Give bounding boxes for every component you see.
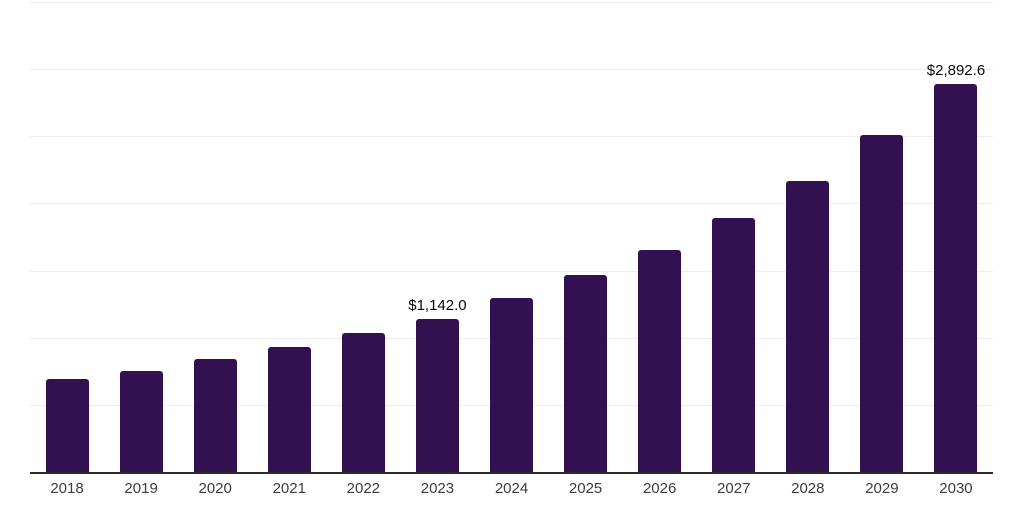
bar-2029	[860, 135, 904, 472]
bar-slot-2025	[549, 2, 623, 472]
bar-2020	[193, 359, 237, 472]
bar-slot-2019	[104, 2, 178, 472]
bar-2018	[45, 379, 89, 472]
bar-2026	[638, 250, 682, 472]
bar-slot-2028	[771, 2, 845, 472]
bar-slot-2021	[252, 2, 326, 472]
bar-slot-2026	[623, 2, 697, 472]
x-tick-label-2024: 2024	[494, 480, 529, 497]
bar-slot-2027	[697, 2, 771, 472]
plot-area: $1,142.0 $2,892.6	[30, 2, 993, 474]
bar-slot-2029	[845, 2, 919, 472]
x-tick-label-2018: 2018	[50, 480, 84, 497]
bar-slot-2024	[474, 2, 548, 472]
gridline	[30, 203, 993, 205]
gridline	[30, 2, 993, 3]
bar-2024	[490, 298, 533, 472]
x-tick-label-2025: 2025	[568, 480, 603, 497]
bars: $1,142.0 $2,892.6	[30, 2, 993, 472]
bar-2027	[712, 218, 756, 472]
bar-2019	[119, 370, 163, 472]
bar-2022	[341, 333, 385, 472]
bar-slot-2030: $2,892.6	[919, 2, 993, 472]
x-tick-label-2020: 2020	[198, 480, 232, 497]
x-tick-label-2029: 2029	[865, 480, 899, 497]
bar-slot-2020	[178, 2, 252, 472]
bar-2025	[564, 275, 608, 472]
bar-2023: $1,142.0	[408, 297, 467, 472]
x-tick-label-2022: 2022	[346, 480, 381, 497]
x-tick-label-2030: 2030	[939, 480, 973, 497]
data-label-2023: $1,142.0	[408, 296, 467, 314]
x-tick-label-2027: 2027	[717, 480, 751, 497]
x-tick-label-2026: 2026	[642, 480, 677, 497]
bar-2030: $2,892.6	[927, 62, 985, 472]
x-axis-labels: 2018 2019 2020 2021 2022 2023 2024 2025 2026 2027…	[30, 480, 993, 497]
gridline	[30, 136, 993, 138]
bar-2021	[267, 346, 311, 472]
gridline	[30, 270, 993, 272]
x-tick-label-2021: 2021	[272, 480, 306, 497]
x-tick-label-2023: 2023	[420, 480, 455, 497]
bar-slot-2023: $1,142.0	[400, 2, 474, 472]
bar-2028	[786, 181, 830, 472]
bar-slot-2018	[30, 2, 104, 472]
data-label-2030: $2,892.6	[926, 61, 986, 79]
bar-slot-2022	[326, 2, 400, 472]
x-tick-label-2019: 2019	[124, 480, 158, 497]
gridline	[30, 69, 993, 71]
x-tick-label-2028: 2028	[791, 480, 825, 497]
